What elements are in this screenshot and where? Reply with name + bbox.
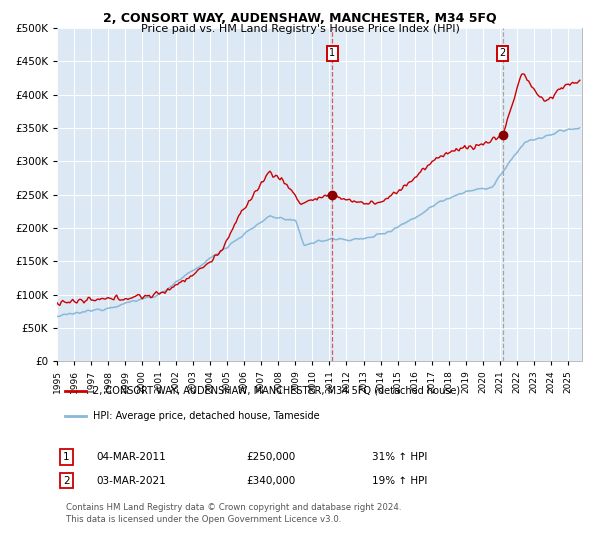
- Text: 2, CONSORT WAY, AUDENSHAW, MANCHESTER, M34 5FQ (detached house): 2, CONSORT WAY, AUDENSHAW, MANCHESTER, M…: [93, 386, 460, 396]
- Text: £340,000: £340,000: [246, 475, 295, 486]
- Text: Price paid vs. HM Land Registry's House Price Index (HPI): Price paid vs. HM Land Registry's House …: [140, 24, 460, 34]
- Text: £250,000: £250,000: [246, 452, 295, 463]
- Text: 31% ↑ HPI: 31% ↑ HPI: [372, 452, 427, 463]
- Text: 04-MAR-2011: 04-MAR-2011: [97, 452, 166, 463]
- Text: 2: 2: [63, 475, 70, 486]
- Text: HPI: Average price, detached house, Tameside: HPI: Average price, detached house, Tame…: [93, 410, 319, 421]
- Text: This data is licensed under the Open Government Licence v3.0.: This data is licensed under the Open Gov…: [67, 515, 342, 524]
- Text: 2, CONSORT WAY, AUDENSHAW, MANCHESTER, M34 5FQ: 2, CONSORT WAY, AUDENSHAW, MANCHESTER, M…: [103, 12, 497, 25]
- Text: 1: 1: [329, 48, 335, 58]
- Bar: [332, 28, 582, 361]
- Text: 1: 1: [63, 452, 70, 463]
- Text: 03-MAR-2021: 03-MAR-2021: [97, 475, 166, 486]
- Text: 19% ↑ HPI: 19% ↑ HPI: [372, 475, 427, 486]
- Text: Contains HM Land Registry data © Crown copyright and database right 2024.: Contains HM Land Registry data © Crown c…: [67, 503, 402, 512]
- Text: 2: 2: [500, 48, 506, 58]
